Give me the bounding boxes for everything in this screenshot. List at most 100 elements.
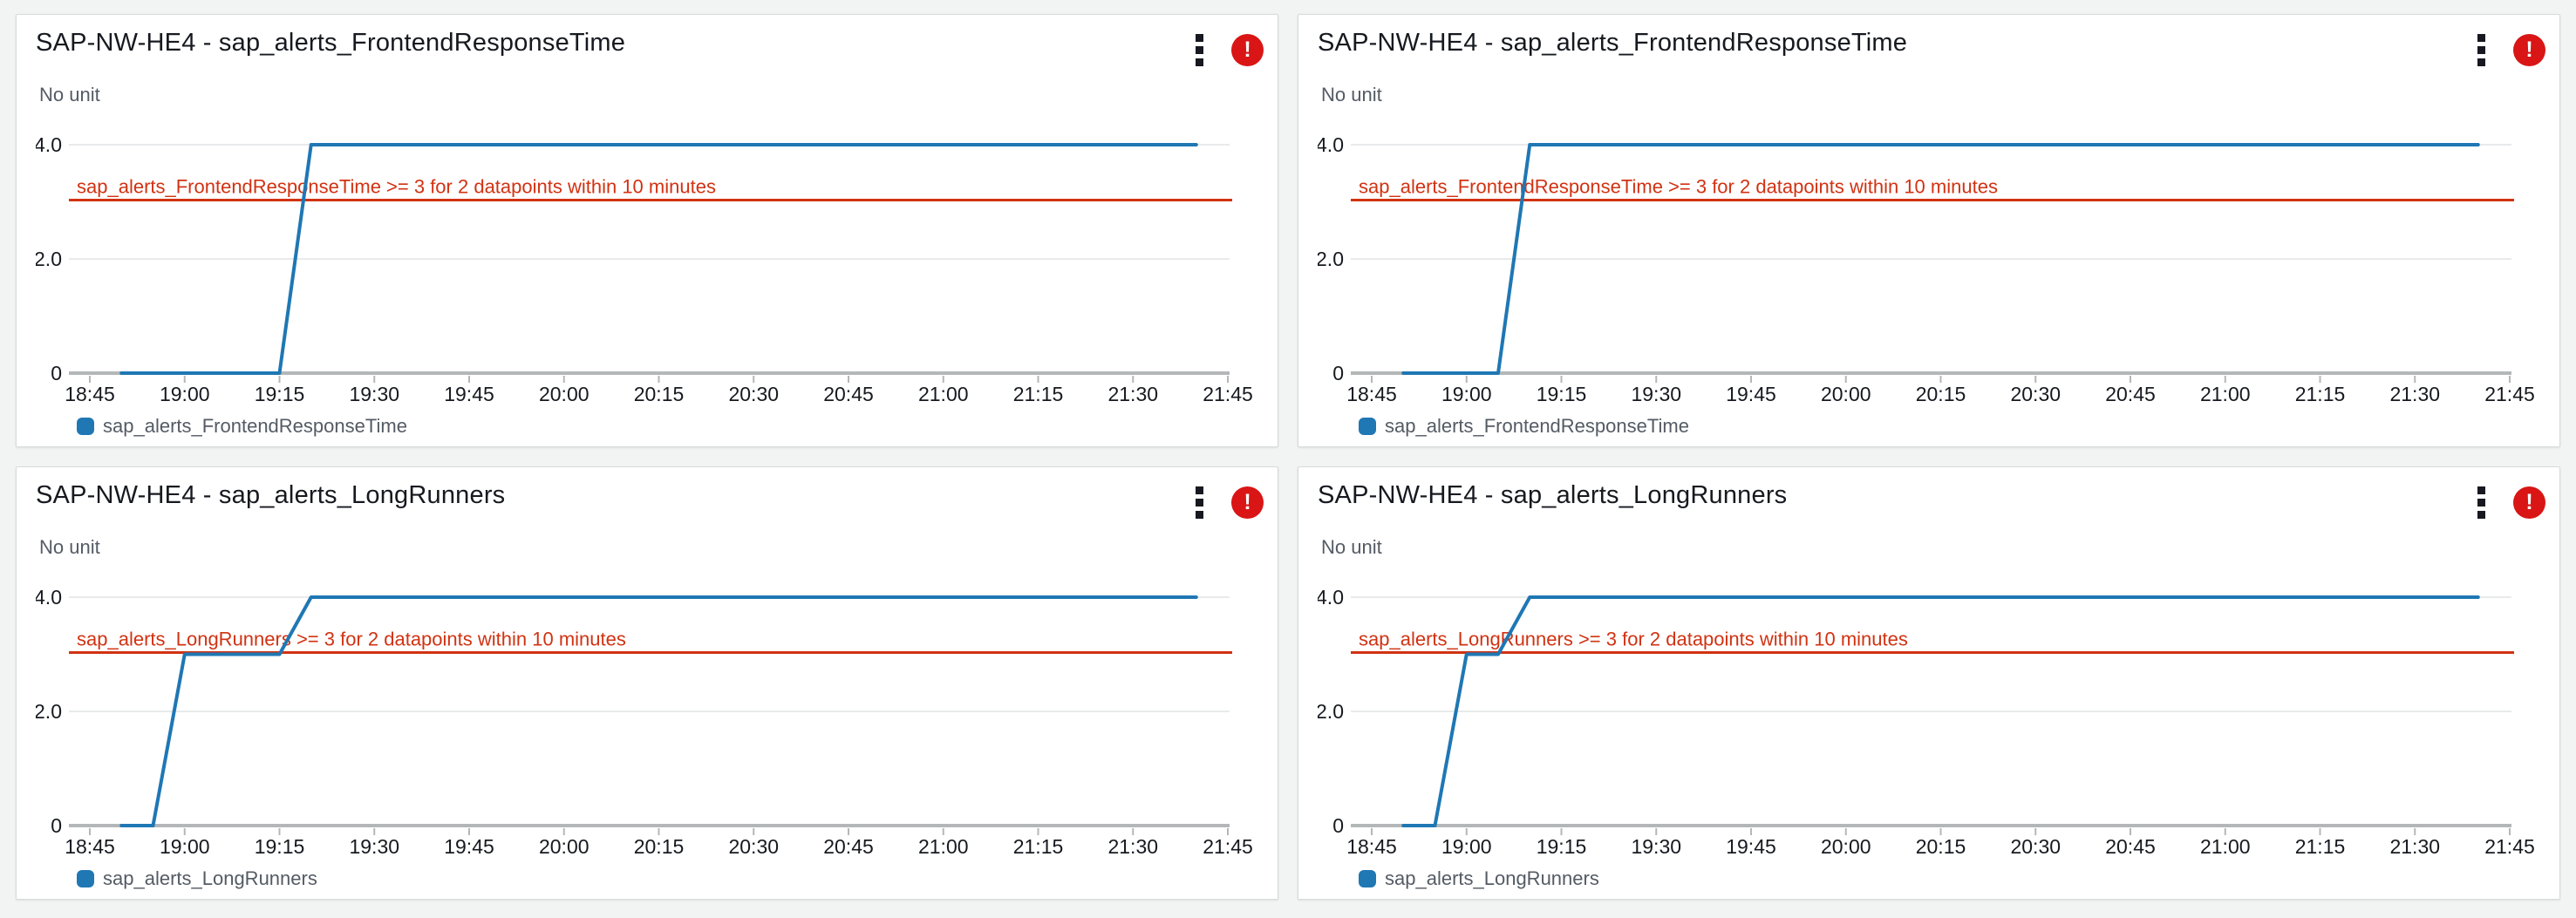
widget-menu-icon[interactable] <box>2472 483 2491 522</box>
y-axis-unit-label: No unit <box>1321 536 1382 558</box>
svg-text:21:30: 21:30 <box>2389 835 2440 858</box>
svg-text:0: 0 <box>1332 362 1344 384</box>
svg-text:2.0: 2.0 <box>1318 248 1344 270</box>
widget-menu-icon[interactable] <box>1190 31 1209 70</box>
svg-text:19:45: 19:45 <box>444 383 494 405</box>
legend-label: sap_alerts_FrontendResponseTime <box>1385 415 1689 437</box>
chart-widget-frontend-response-time-2: SAP-NW-HE4 - sap_alerts_FrontendResponse… <box>1298 14 2560 447</box>
svg-text:4.0: 4.0 <box>1318 133 1344 156</box>
widget-header: SAP-NW-HE4 - sap_alerts_LongRunners ! <box>36 481 1264 522</box>
widget-menu-icon[interactable] <box>2472 31 2491 70</box>
svg-text:19:30: 19:30 <box>349 835 399 858</box>
svg-text:18:45: 18:45 <box>1346 835 1397 858</box>
svg-text:21:00: 21:00 <box>918 835 969 858</box>
alarm-state-icon: ! <box>1231 486 1264 519</box>
svg-text:18:45: 18:45 <box>65 383 115 405</box>
svg-text:sap_alerts_LongRunners >= 3 fo: sap_alerts_LongRunners >= 3 for 2 datapo… <box>1359 629 1908 650</box>
legend-label: sap_alerts_LongRunners <box>1385 867 1599 889</box>
widget-header: SAP-NW-HE4 - sap_alerts_LongRunners ! <box>1318 481 2545 522</box>
svg-text:20:00: 20:00 <box>1821 383 1871 405</box>
svg-text:20:45: 20:45 <box>2105 383 2156 405</box>
svg-text:19:15: 19:15 <box>255 383 305 405</box>
alarm-state-icon: ! <box>2513 34 2545 66</box>
y-axis-unit-label: No unit <box>39 536 100 558</box>
alarm-state-icon: ! <box>2513 486 2545 519</box>
svg-text:20:45: 20:45 <box>823 835 874 858</box>
widget-header: SAP-NW-HE4 - sap_alerts_FrontendResponse… <box>36 29 1264 70</box>
chart-widget-long-runners-1: SAP-NW-HE4 - sap_alerts_LongRunners ! No… <box>16 466 1278 900</box>
svg-text:21:15: 21:15 <box>1013 383 1064 405</box>
svg-text:21:00: 21:00 <box>918 383 969 405</box>
legend-color-chip <box>1359 870 1376 887</box>
svg-text:19:30: 19:30 <box>1631 383 1681 405</box>
widget-title: SAP-NW-HE4 - sap_alerts_FrontendResponse… <box>36 29 626 57</box>
svg-text:21:00: 21:00 <box>2200 835 2251 858</box>
legend-color-chip <box>1359 418 1376 435</box>
svg-text:19:15: 19:15 <box>1537 383 1587 405</box>
chart-legend-item[interactable]: sap_alerts_FrontendResponseTime <box>36 415 1258 438</box>
timeseries-chart[interactable]: 18:45 19:00 19:15 19:30 19:45 20:00 20:15 20:30… <box>1318 562 2544 866</box>
svg-text:20:15: 20:15 <box>634 835 685 858</box>
svg-text:sap_alerts_FrontendResponseTim: sap_alerts_FrontendResponseTime >= 3 for… <box>77 176 716 198</box>
widget-title: SAP-NW-HE4 - sap_alerts_LongRunners <box>1318 481 1788 509</box>
svg-text:20:15: 20:15 <box>634 383 685 405</box>
svg-text:0: 0 <box>51 362 62 384</box>
svg-text:19:45: 19:45 <box>1726 383 1776 405</box>
svg-text:19:00: 19:00 <box>160 835 210 858</box>
widget-title: SAP-NW-HE4 - sap_alerts_FrontendResponse… <box>1318 29 1908 57</box>
svg-text:19:00: 19:00 <box>1441 383 1492 405</box>
widget-title: SAP-NW-HE4 - sap_alerts_LongRunners <box>36 481 506 509</box>
chart-widget-long-runners-2: SAP-NW-HE4 - sap_alerts_LongRunners ! No… <box>1298 466 2560 900</box>
svg-text:18:45: 18:45 <box>1346 383 1397 405</box>
svg-text:21:30: 21:30 <box>2389 383 2440 405</box>
legend-color-chip <box>77 870 94 887</box>
svg-text:19:45: 19:45 <box>444 835 494 858</box>
svg-text:19:30: 19:30 <box>1631 835 1681 858</box>
svg-text:20:30: 20:30 <box>728 835 779 858</box>
timeseries-chart[interactable]: 18:45 19:00 19:15 19:30 19:45 20:00 20:15 20:30… <box>1318 110 2544 413</box>
chart-legend-item[interactable]: sap_alerts_LongRunners <box>36 867 1258 890</box>
svg-text:20:45: 20:45 <box>823 383 874 405</box>
svg-text:2.0: 2.0 <box>36 248 62 270</box>
alarm-state-icon: ! <box>1231 34 1264 66</box>
svg-text:0: 0 <box>51 814 62 837</box>
legend-label: sap_alerts_FrontendResponseTime <box>103 415 407 437</box>
svg-text:19:15: 19:15 <box>255 835 305 858</box>
widget-header: SAP-NW-HE4 - sap_alerts_FrontendResponse… <box>1318 29 2545 70</box>
svg-text:21:45: 21:45 <box>1203 383 1253 405</box>
svg-text:20:30: 20:30 <box>728 383 779 405</box>
svg-text:19:15: 19:15 <box>1537 835 1587 858</box>
svg-text:21:00: 21:00 <box>2200 383 2251 405</box>
chart-widget-frontend-response-time-1: SAP-NW-HE4 - sap_alerts_FrontendResponse… <box>16 14 1278 447</box>
svg-text:21:15: 21:15 <box>2295 383 2346 405</box>
svg-text:20:00: 20:00 <box>1821 835 1871 858</box>
svg-text:sap_alerts_FrontendResponseTim: sap_alerts_FrontendResponseTime >= 3 for… <box>1359 176 1998 198</box>
svg-text:21:45: 21:45 <box>2484 835 2535 858</box>
svg-text:19:30: 19:30 <box>349 383 399 405</box>
svg-text:21:45: 21:45 <box>2484 383 2535 405</box>
timeseries-chart[interactable]: 18:45 19:00 19:15 19:30 19:45 20:00 20:15 20:30… <box>36 110 1262 413</box>
svg-text:4.0: 4.0 <box>36 586 62 609</box>
chart-legend-item[interactable]: sap_alerts_FrontendResponseTime <box>1318 415 2540 438</box>
svg-text:20:15: 20:15 <box>1916 383 1966 405</box>
svg-text:19:00: 19:00 <box>1441 835 1492 858</box>
svg-text:19:00: 19:00 <box>160 383 210 405</box>
svg-text:21:15: 21:15 <box>2295 835 2346 858</box>
svg-text:0: 0 <box>1332 814 1344 837</box>
svg-text:18:45: 18:45 <box>65 835 115 858</box>
svg-text:21:45: 21:45 <box>1203 835 1253 858</box>
y-axis-unit-label: No unit <box>1321 84 1382 105</box>
svg-text:21:30: 21:30 <box>1107 383 1158 405</box>
svg-text:20:45: 20:45 <box>2105 835 2156 858</box>
svg-text:20:30: 20:30 <box>2010 835 2061 858</box>
chart-legend-item[interactable]: sap_alerts_LongRunners <box>1318 867 2540 890</box>
svg-text:4.0: 4.0 <box>36 133 62 156</box>
legend-color-chip <box>77 418 94 435</box>
legend-label: sap_alerts_LongRunners <box>103 867 317 889</box>
timeseries-chart[interactable]: 18:45 19:00 19:15 19:30 19:45 20:00 20:15 20:30… <box>36 562 1262 866</box>
svg-text:2.0: 2.0 <box>1318 700 1344 723</box>
svg-text:21:15: 21:15 <box>1013 835 1064 858</box>
svg-text:20:30: 20:30 <box>2010 383 2061 405</box>
widget-menu-icon[interactable] <box>1190 483 1209 522</box>
